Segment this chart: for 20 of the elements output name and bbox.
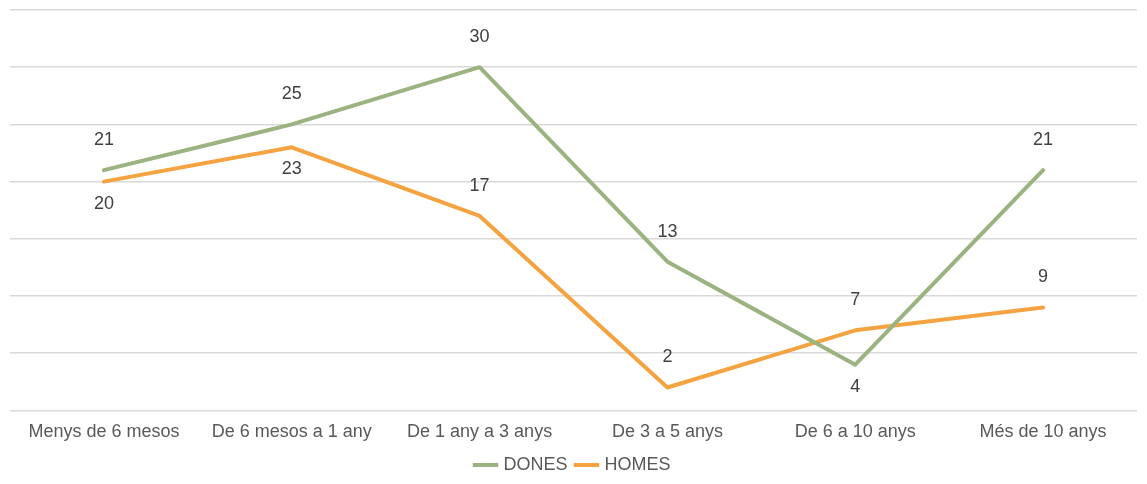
x-tick-label: De 1 any a 3 anys <box>407 421 553 442</box>
data-label: 17 <box>469 174 490 195</box>
legend-label: HOMES <box>604 453 671 474</box>
data-label: 25 <box>281 83 302 104</box>
data-label: 23 <box>281 158 302 179</box>
data-label: 13 <box>657 220 678 241</box>
x-tick-label: De 6 a 10 anys <box>794 421 916 442</box>
x-tick-label: De 3 a 5 anys <box>611 421 723 442</box>
data-label: 4 <box>850 375 861 396</box>
data-label: 21 <box>93 129 114 150</box>
data-label: 21 <box>1033 129 1054 150</box>
x-tick-label: Menys de 6 mesos <box>28 421 180 442</box>
data-label: 9 <box>1038 266 1049 287</box>
x-tick-label: De 6 mesos a 1 any <box>211 421 372 442</box>
data-label: 7 <box>850 289 861 310</box>
legend-label: DONES <box>503 453 568 474</box>
data-label: 2 <box>662 346 673 367</box>
data-label: 20 <box>93 192 114 213</box>
x-tick-label: Més de 10 anys <box>979 421 1107 442</box>
data-label: 30 <box>469 26 490 47</box>
